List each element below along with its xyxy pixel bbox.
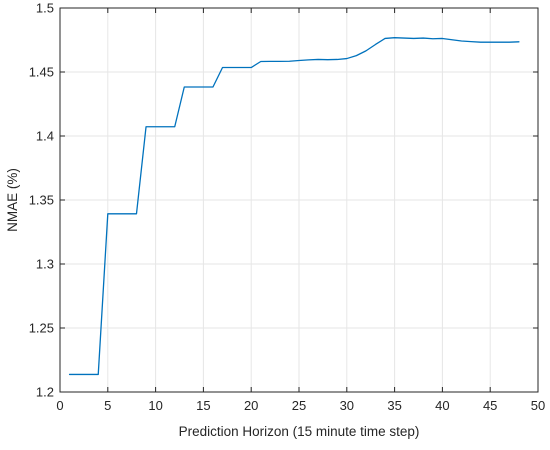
y-tick-label: 1.35: [29, 193, 54, 208]
y-axis-label: NMAE (%): [5, 168, 20, 232]
tick-labels: 0 5 10 15 20 25 30 35 40 45 50 1.2 1.25 1.3 1.35 1.4 1.4…: [29, 1, 546, 414]
x-tick-label: 35: [387, 398, 401, 413]
series-layer: [68, 37, 520, 376]
x-tick-label: 45: [483, 398, 497, 413]
y-tick-label: 1.25: [29, 321, 54, 336]
x-tick-label: 10: [148, 398, 162, 413]
x-axis-label: Prediction Horizon (15 minute time step): [179, 424, 420, 439]
series-line: [68, 37, 520, 376]
ticks: [59, 7, 539, 393]
y-tick-label: 1.5: [36, 1, 54, 16]
x-tick-label: 50: [531, 398, 545, 413]
x-tick-label: 15: [196, 398, 210, 413]
x-tick-label: 25: [292, 398, 306, 413]
y-tick-label: 1.45: [29, 65, 54, 80]
grid: [60, 8, 538, 392]
y-tick-label: 1.3: [36, 257, 54, 272]
x-tick-label: 30: [340, 398, 354, 413]
x-tick-label: 20: [244, 398, 258, 413]
x-tick-label: 0: [56, 398, 63, 413]
y-tick-label: 1.4: [36, 129, 54, 144]
x-tick-label: 5: [104, 398, 111, 413]
y-tick-label: 1.2: [36, 385, 54, 400]
x-tick-label: 40: [435, 398, 449, 413]
